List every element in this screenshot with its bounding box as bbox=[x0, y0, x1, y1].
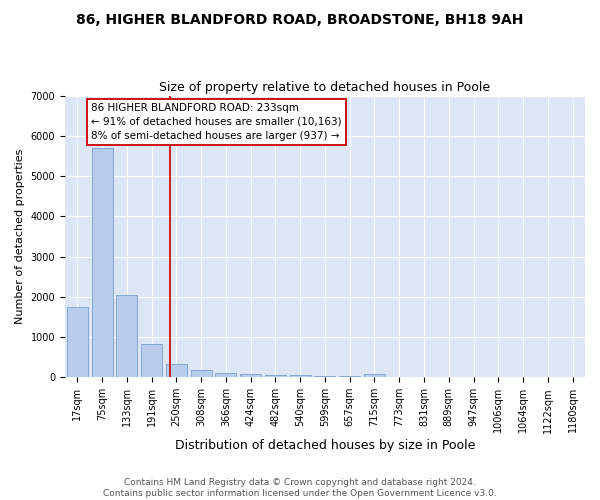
X-axis label: Distribution of detached houses by size in Poole: Distribution of detached houses by size … bbox=[175, 440, 475, 452]
Y-axis label: Number of detached properties: Number of detached properties bbox=[15, 149, 25, 324]
Bar bbox=[166, 364, 187, 378]
Bar bbox=[67, 307, 88, 378]
Bar bbox=[339, 376, 360, 378]
Title: Size of property relative to detached houses in Poole: Size of property relative to detached ho… bbox=[160, 82, 491, 94]
Bar bbox=[215, 374, 236, 378]
Bar bbox=[141, 344, 162, 378]
Bar bbox=[364, 374, 385, 378]
Text: 86, HIGHER BLANDFORD ROAD, BROADSTONE, BH18 9AH: 86, HIGHER BLANDFORD ROAD, BROADSTONE, B… bbox=[76, 12, 524, 26]
Bar bbox=[265, 374, 286, 378]
Text: Contains HM Land Registry data © Crown copyright and database right 2024.
Contai: Contains HM Land Registry data © Crown c… bbox=[103, 478, 497, 498]
Bar bbox=[191, 370, 212, 378]
Text: 86 HIGHER BLANDFORD ROAD: 233sqm
← 91% of detached houses are smaller (10,163)
8: 86 HIGHER BLANDFORD ROAD: 233sqm ← 91% o… bbox=[91, 103, 341, 141]
Bar bbox=[240, 374, 261, 378]
Bar bbox=[290, 375, 311, 378]
Bar bbox=[116, 295, 137, 378]
Bar bbox=[314, 376, 335, 378]
Bar bbox=[92, 148, 113, 378]
